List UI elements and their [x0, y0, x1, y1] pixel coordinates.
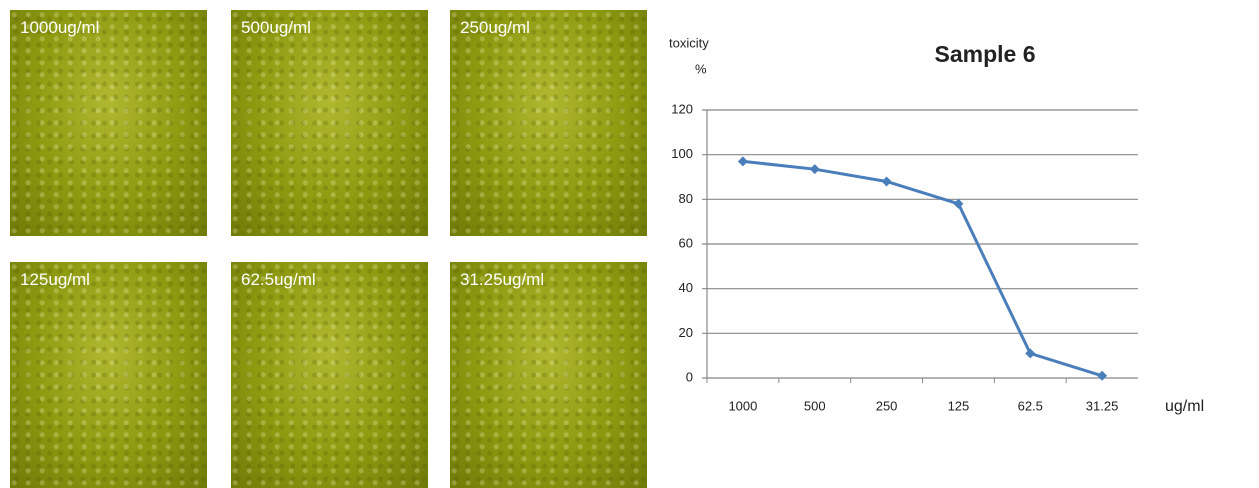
- y-axis-unit: %: [695, 61, 707, 76]
- y-tick-label: 0: [686, 369, 693, 384]
- chart: Sample 6 toxicity % ug/ml 0 20 40 60 80 100 12…: [655, 0, 1259, 481]
- y-tick-label: 100: [671, 146, 693, 161]
- micrograph: 1000ug/ml: [10, 10, 207, 236]
- x-tick-label: 31.25: [1086, 398, 1119, 413]
- x-tick-label: 62.5: [1018, 398, 1043, 413]
- x-tick-label: 1000: [728, 398, 757, 413]
- x-tick-label: 250: [876, 398, 898, 413]
- y-tick-label: 80: [679, 191, 693, 206]
- x-tick-label: 125: [948, 398, 970, 413]
- y-tick-label: 20: [679, 325, 693, 340]
- panel-label: 1000ug/ml: [20, 18, 99, 38]
- panel-label: 125ug/ml: [20, 270, 90, 290]
- page: 1000ug/ml500ug/ml250ug/ml125ug/ml62.5ug/…: [0, 0, 1259, 481]
- micrograph: 500ug/ml: [231, 10, 428, 236]
- panel-label: 31.25ug/ml: [460, 270, 544, 290]
- y-tick-label: 60: [679, 235, 693, 250]
- y-tick-label: 120: [671, 101, 693, 116]
- y-tick-label: 40: [679, 280, 693, 295]
- micrograph: 62.5ug/ml: [231, 262, 428, 488]
- micrograph: 125ug/ml: [10, 262, 207, 488]
- x-tick-label: 500: [804, 398, 826, 413]
- panel-label: 500ug/ml: [241, 18, 311, 38]
- x-axis-label: ug/ml: [1165, 398, 1204, 415]
- micrograph: 250ug/ml: [450, 10, 647, 236]
- micrograph: 31.25ug/ml: [450, 262, 647, 488]
- panel-label: 62.5ug/ml: [241, 270, 316, 290]
- panel-label: 250ug/ml: [460, 18, 530, 38]
- chart-title: Sample 6: [935, 41, 1036, 67]
- y-axis-label: toxicity: [669, 35, 709, 50]
